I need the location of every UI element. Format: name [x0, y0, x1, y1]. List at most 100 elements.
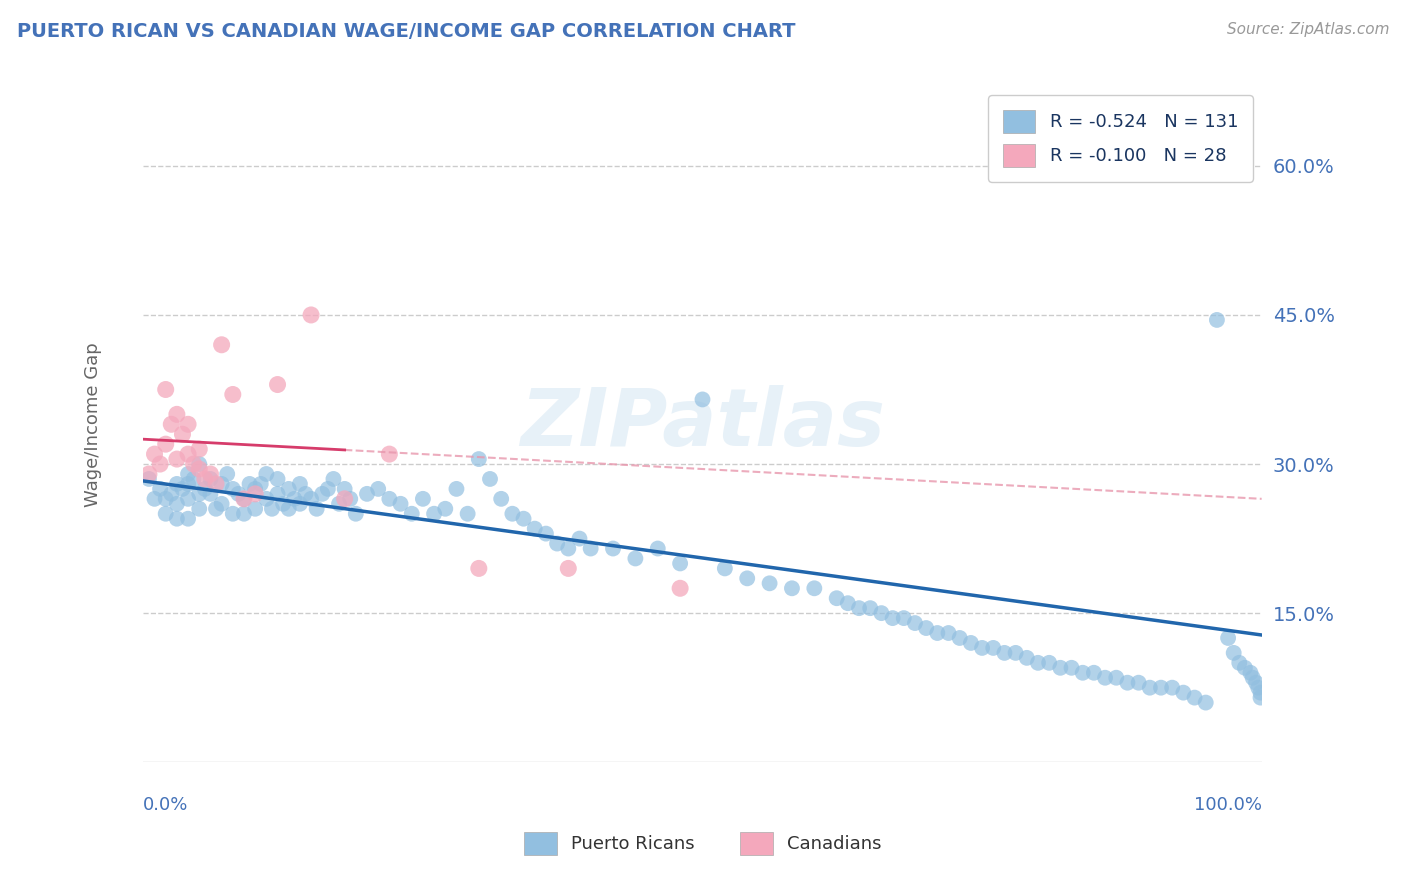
Point: [1206, 313, 1229, 327]
Point: [915, 621, 938, 635]
Point: [938, 626, 960, 640]
Point: [172, 427, 194, 442]
Point: [217, 467, 239, 481]
Point: [1128, 675, 1150, 690]
Point: [479, 472, 502, 486]
Point: [177, 447, 200, 461]
Point: [200, 472, 222, 486]
Point: [344, 507, 367, 521]
Point: [669, 582, 692, 596]
Point: [870, 606, 893, 620]
Point: [412, 491, 434, 506]
Point: [1173, 686, 1195, 700]
Text: 0.0%: 0.0%: [143, 796, 188, 814]
Point: [188, 462, 211, 476]
Point: [243, 482, 266, 496]
Point: [188, 487, 211, 501]
Point: [166, 452, 188, 467]
Point: [837, 596, 859, 610]
Point: [299, 308, 322, 322]
Point: [143, 447, 166, 461]
Point: [177, 512, 200, 526]
Point: [149, 482, 172, 496]
Point: [177, 417, 200, 432]
Point: [211, 338, 233, 352]
Point: [356, 487, 378, 501]
Text: ZIPatlas: ZIPatlas: [520, 385, 884, 463]
Point: [222, 507, 245, 521]
Point: [172, 482, 194, 496]
Point: [194, 482, 217, 496]
Point: [579, 541, 602, 556]
Point: [1250, 690, 1272, 705]
Point: [378, 447, 401, 461]
Point: [960, 636, 983, 650]
Point: [243, 487, 266, 501]
Point: [228, 487, 250, 501]
Point: [981, 640, 1004, 655]
Point: [1222, 646, 1244, 660]
Point: [1026, 656, 1049, 670]
Point: [299, 491, 322, 506]
Point: [1250, 686, 1272, 700]
Point: [205, 501, 228, 516]
Point: [557, 561, 579, 575]
Point: [534, 526, 557, 541]
Point: [1241, 671, 1264, 685]
Point: [893, 611, 915, 625]
Point: [166, 512, 188, 526]
Point: [1184, 690, 1206, 705]
Point: [904, 616, 927, 631]
Point: [1015, 651, 1038, 665]
Point: [825, 591, 848, 606]
Point: [993, 646, 1015, 660]
Point: [155, 437, 177, 451]
Point: [602, 541, 624, 556]
Point: [1094, 671, 1116, 685]
Point: [624, 551, 647, 566]
Point: [166, 477, 188, 491]
Point: [233, 507, 256, 521]
Point: [1244, 675, 1267, 690]
Point: [568, 532, 591, 546]
Point: [692, 392, 714, 407]
Point: [249, 477, 271, 491]
Point: [243, 501, 266, 516]
Point: [489, 491, 512, 506]
Point: [294, 487, 316, 501]
Point: [138, 467, 160, 481]
Point: [1038, 656, 1060, 670]
Point: [468, 561, 491, 575]
Point: [205, 477, 228, 491]
Point: [160, 487, 183, 501]
Point: [149, 457, 172, 471]
Point: [316, 482, 339, 496]
Point: [328, 497, 350, 511]
Point: [859, 601, 882, 615]
Point: [446, 482, 468, 496]
Point: [260, 501, 283, 516]
Point: [188, 442, 211, 457]
Point: [138, 472, 160, 486]
Point: [1233, 661, 1256, 675]
Point: [1139, 681, 1161, 695]
Point: [1105, 671, 1128, 685]
Point: [389, 497, 412, 511]
Point: [803, 582, 825, 596]
Point: [949, 631, 972, 645]
Point: [277, 482, 299, 496]
Point: [266, 487, 288, 501]
Point: [233, 491, 256, 506]
Point: [183, 472, 205, 486]
Point: [266, 377, 288, 392]
Point: [177, 491, 200, 506]
Point: [254, 467, 277, 481]
Point: [188, 457, 211, 471]
Point: [183, 457, 205, 471]
Point: [1060, 661, 1083, 675]
Point: [1071, 665, 1094, 680]
Point: [423, 507, 446, 521]
Point: [333, 482, 356, 496]
Point: [166, 497, 188, 511]
Point: [401, 507, 423, 521]
